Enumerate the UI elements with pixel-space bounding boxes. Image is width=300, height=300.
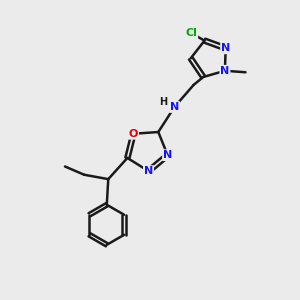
- Text: N: N: [220, 66, 230, 76]
- Text: N: N: [170, 102, 179, 112]
- Text: H: H: [159, 97, 167, 107]
- Text: Cl: Cl: [185, 28, 197, 38]
- Text: N: N: [163, 150, 172, 160]
- Text: N: N: [221, 43, 230, 53]
- Text: N: N: [144, 166, 153, 176]
- Text: O: O: [129, 129, 138, 139]
